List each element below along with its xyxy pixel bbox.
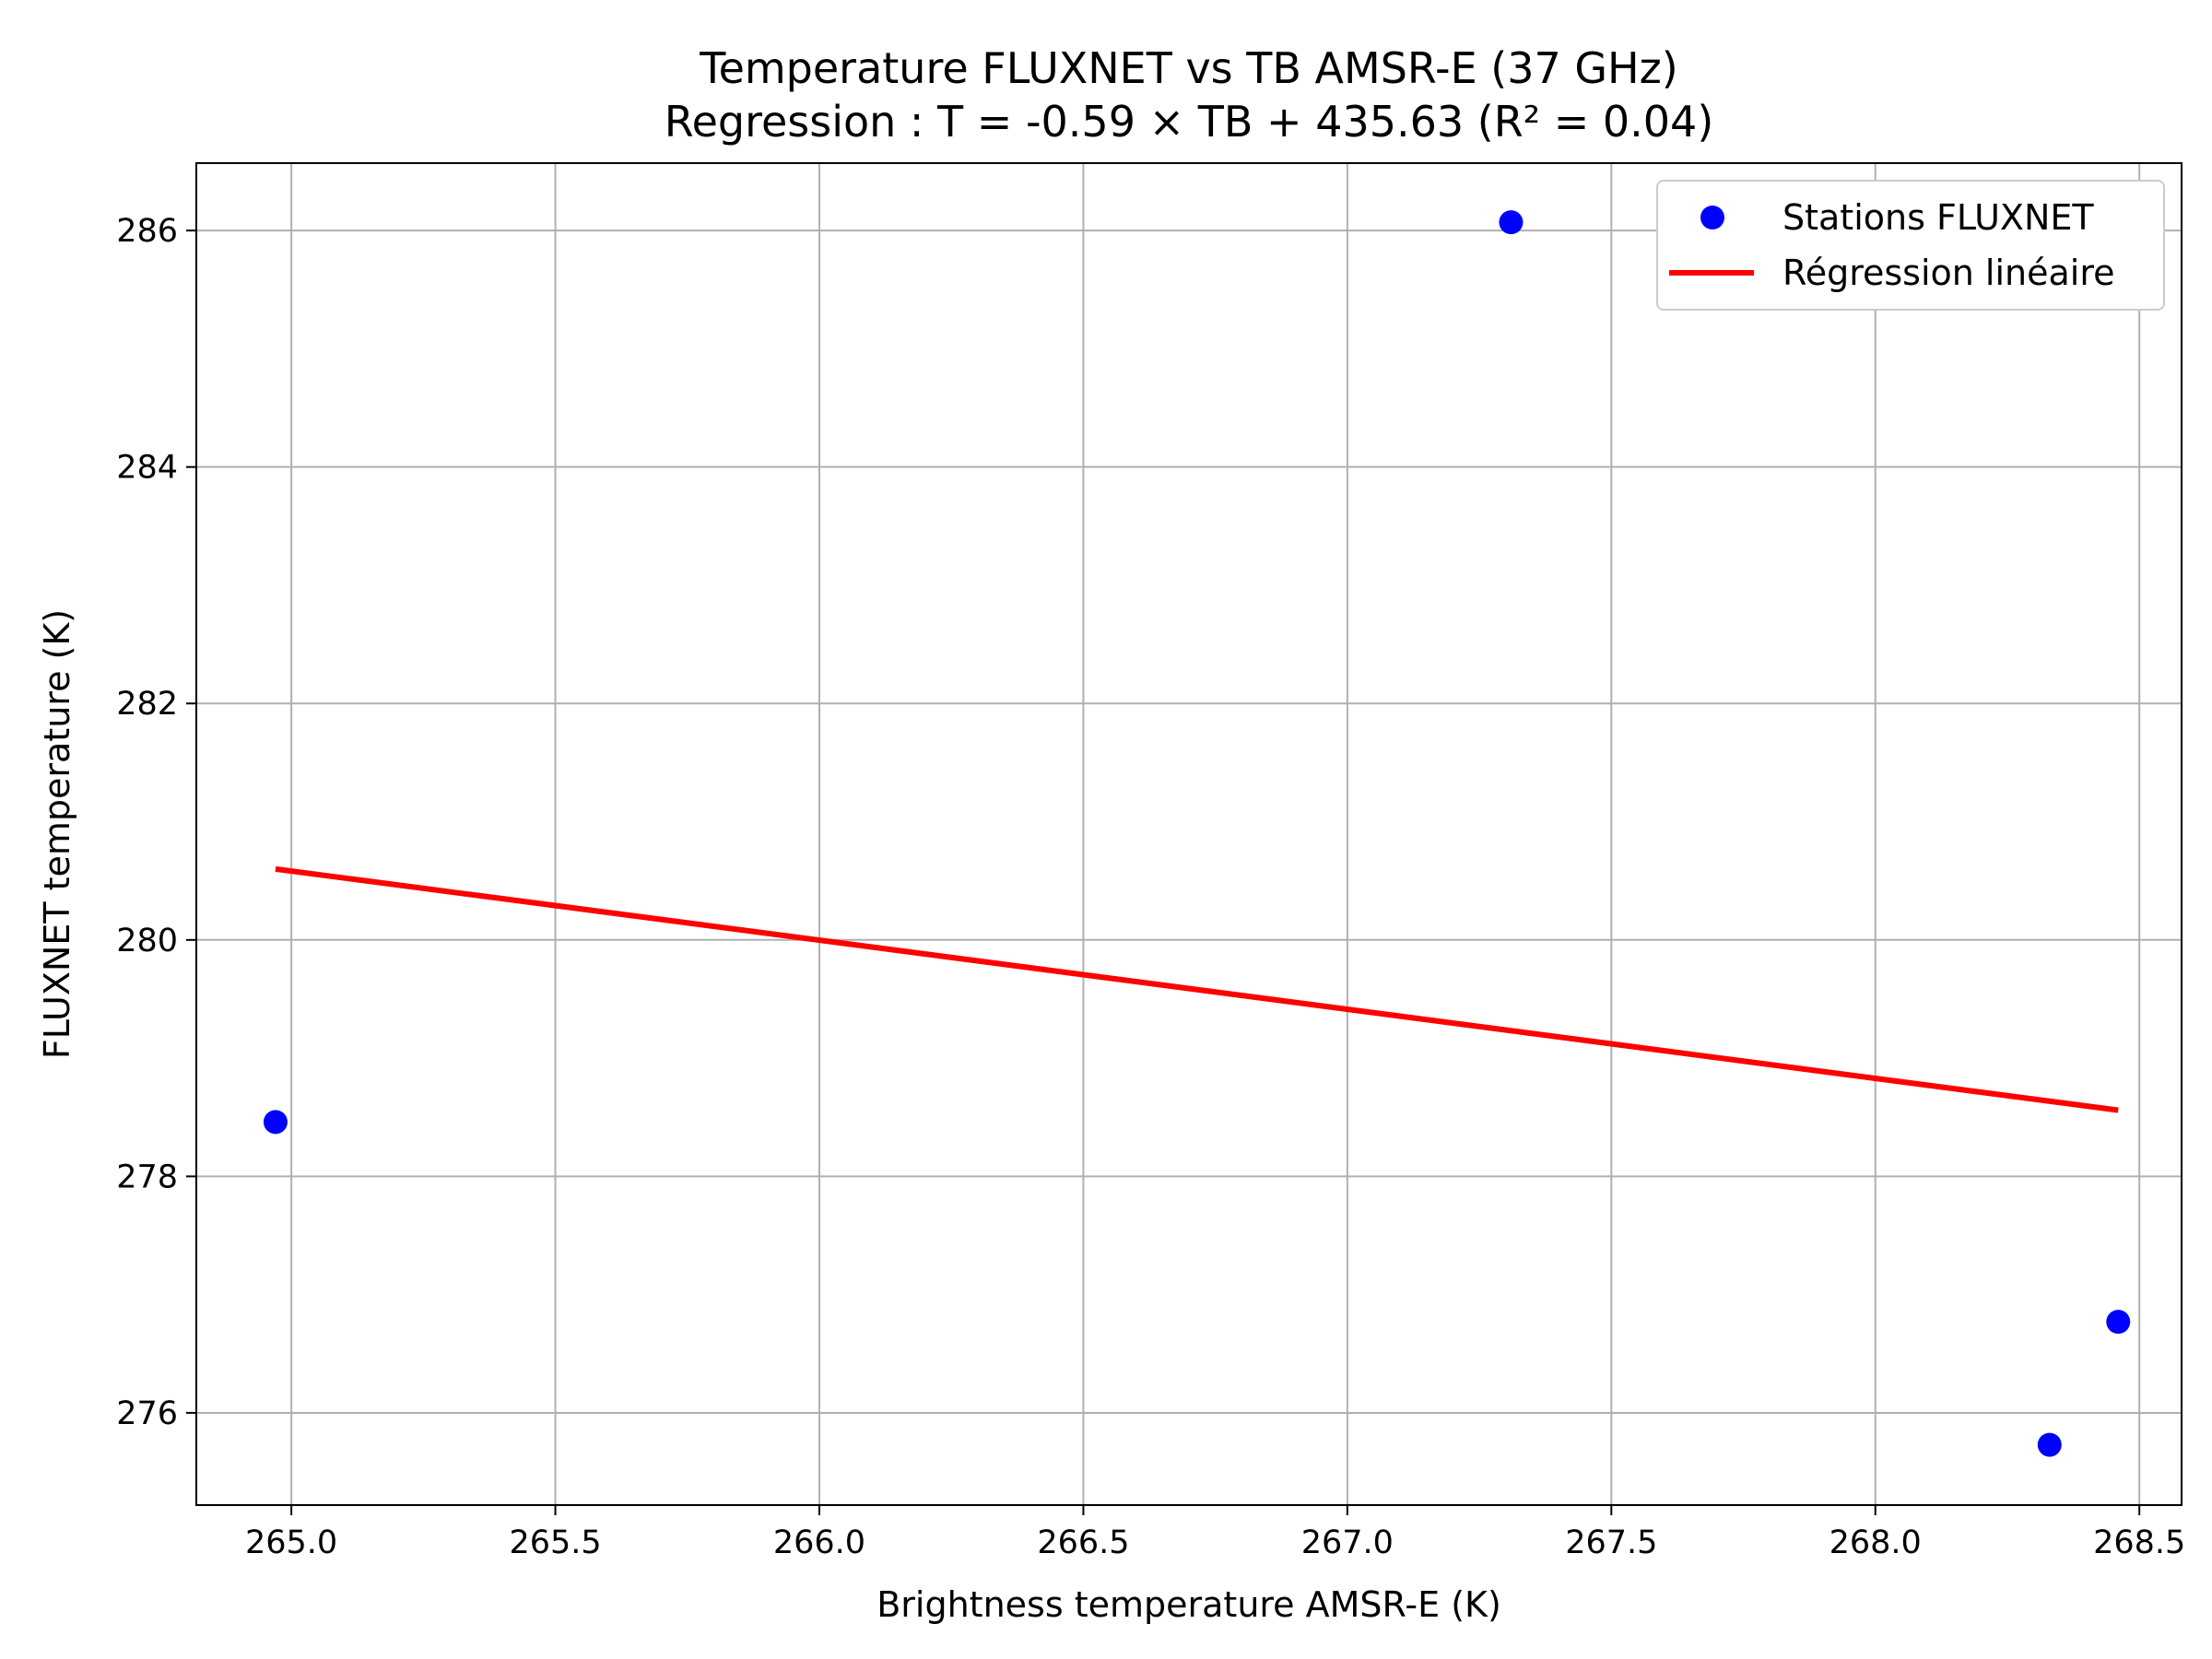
x-tick-label: 265.5 (509, 1524, 601, 1561)
legend-scatter-marker (1700, 206, 1724, 229)
station-point (1499, 210, 1524, 235)
station-point (2037, 1432, 2062, 1457)
y-axis-label: FLUXNET temperature (K) (37, 609, 77, 1059)
y-tick-label: 278 (116, 1159, 178, 1195)
x-tick-label: 267.5 (1565, 1524, 1657, 1561)
chart-title: Temperature FLUXNET vs TB AMSR-E (37 GHz… (699, 43, 1677, 93)
station-point (2106, 1310, 2131, 1335)
y-tick-label: 276 (116, 1395, 178, 1432)
legend-label-stations: Stations FLUXNET (1783, 197, 2094, 238)
chart-subtitle: Regression : T = -0.59 × TB + 435.63 (R²… (665, 97, 1714, 147)
regression-line (275, 865, 2119, 1113)
x-tick-label: 268.5 (2093, 1524, 2185, 1561)
legend-label-regression: Régression linéaire (1783, 253, 2115, 293)
legend: Stations FLUXNET Régression linéaire (1656, 180, 2165, 311)
station-point (263, 1110, 288, 1135)
x-axis-ticks: 265.0 265.5 266.0 266.5 267.0 267.5 268.0 268.5 (245, 1505, 2185, 1561)
x-tick-label: 266.0 (773, 1524, 865, 1561)
x-tick-label: 265.0 (245, 1524, 337, 1561)
y-tick-label: 282 (116, 686, 178, 723)
x-tick-label: 267.0 (1301, 1524, 1394, 1561)
x-tick-label: 268.0 (1830, 1524, 1922, 1561)
legend-box (1656, 180, 2165, 311)
plot-area (196, 163, 2182, 1505)
series-layer (263, 210, 2131, 1457)
plot-frame (195, 162, 2183, 1506)
x-tick-label: 266.5 (1037, 1524, 1129, 1561)
grid (196, 163, 2182, 1505)
y-tick-label: 286 (116, 213, 178, 250)
y-tick-label: 284 (116, 450, 178, 487)
x-axis-label: Brightness temperature AMSR-E (K) (877, 1584, 1501, 1625)
y-axis-ticks: 276 278 280 282 284 286 (116, 213, 196, 1432)
y-tick-label: 280 (116, 923, 178, 959)
